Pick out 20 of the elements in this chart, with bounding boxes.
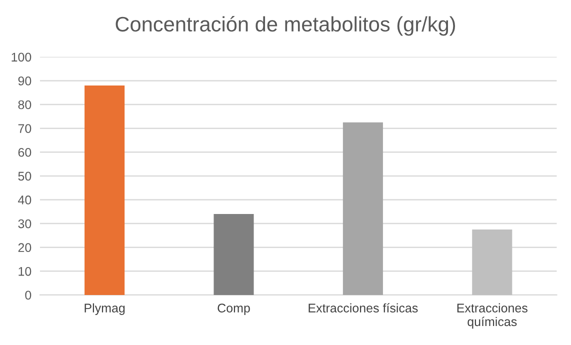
y-tick-label: 70 [18,124,32,133]
bar [84,85,125,295]
y-tick-label: 100 [12,52,32,62]
bar [472,230,512,295]
x-tick-label: Extracciones físicas [308,303,418,312]
bar [214,214,254,295]
chart-title: Concentración de metabolitos (gr/kg) [116,16,456,36]
y-tick-label: 90 [18,76,32,86]
y-tick-label: 80 [18,100,32,110]
y-tick-label: 30 [18,219,32,228]
y-tick-label: 60 [18,148,32,157]
bar [342,122,383,295]
y-tick-label: 50 [18,172,32,181]
x-tick-label: Extracciones químicas [457,303,528,329]
y-tick-label: 10 [18,266,32,276]
y-tick-label: 0 [25,290,32,300]
x-tick-label: Comp [218,304,250,315]
y-tick-label: 20 [18,243,32,252]
x-tick-label: Plymag [84,303,125,315]
y-tick-label: 40 [18,196,32,204]
